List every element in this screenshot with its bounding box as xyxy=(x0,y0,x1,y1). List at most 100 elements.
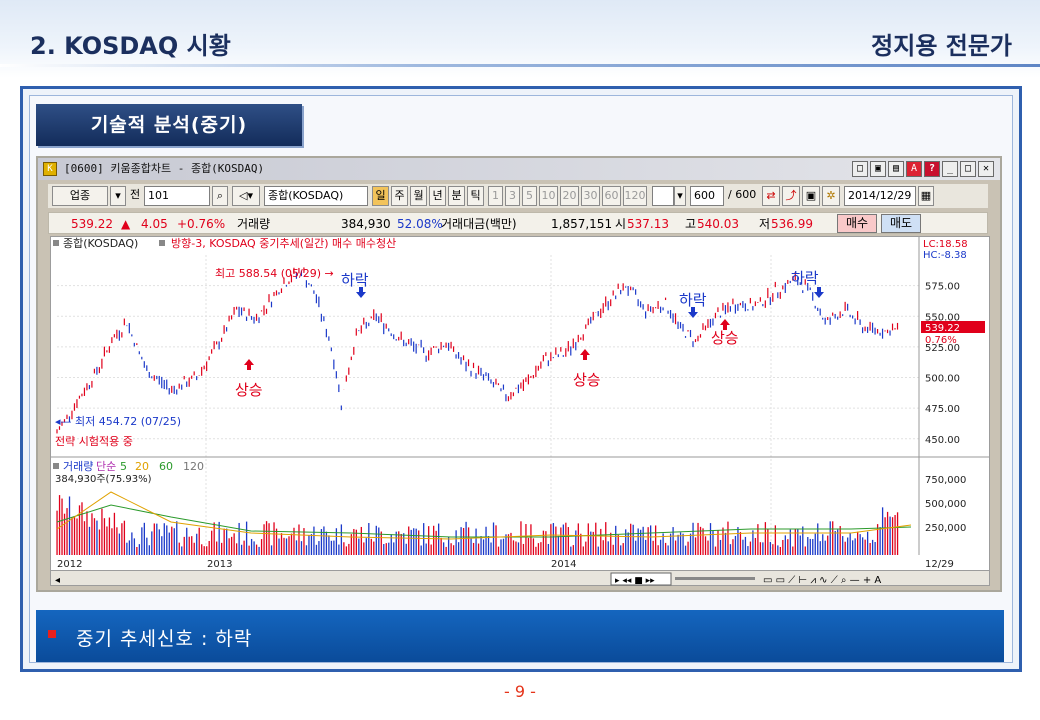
volume-bar xyxy=(739,532,742,555)
volume-bar xyxy=(719,539,722,555)
volume-bar xyxy=(555,526,557,555)
interval-input[interactable] xyxy=(652,186,674,206)
volume-bar xyxy=(502,538,505,555)
maximize-button[interactable]: □ xyxy=(960,161,976,177)
volume-legend-item: 5 xyxy=(120,460,127,473)
volume-bar xyxy=(799,535,801,555)
price-value: 539.22 xyxy=(71,217,113,231)
quote-bar: 539.22 ▲ 4.05 +0.76% 거래량 384,930 52.08% … xyxy=(48,212,988,234)
count-input[interactable]: 600 xyxy=(690,186,724,206)
volume-bar xyxy=(330,540,333,555)
buy-button[interactable]: 매수 xyxy=(837,214,877,233)
volume-bar xyxy=(480,536,482,555)
volume-bar xyxy=(265,521,268,555)
dropdown-icon[interactable]: ▾ xyxy=(110,186,126,206)
volume-bar xyxy=(136,546,138,555)
play-icon[interactable]: ▸ ◂◂ ■ ▸▸ xyxy=(615,576,655,586)
industry-button[interactable]: 업종 xyxy=(52,186,108,206)
volume-bar xyxy=(415,528,417,555)
interval-10[interactable]: 10 xyxy=(539,186,558,206)
arrows-icon[interactable]: ⇄ xyxy=(762,186,780,206)
volume-bar xyxy=(572,545,574,555)
minimize-button[interactable]: _ xyxy=(942,161,958,177)
volume-bar xyxy=(186,527,188,555)
volume-bar xyxy=(889,516,891,555)
search-icon[interactable]: ⌕ xyxy=(212,186,228,206)
code-input[interactable]: 101 xyxy=(144,186,210,206)
volume-bar xyxy=(203,546,205,555)
period-month[interactable]: 월 xyxy=(410,186,427,206)
volume-bar xyxy=(507,534,510,555)
volume-bar xyxy=(515,541,517,555)
sell-button[interactable]: 매도 xyxy=(881,214,921,233)
slide-header: 2. KOSDAQ 시황 정지용 전문가 xyxy=(0,0,1040,78)
font-icon[interactable]: A xyxy=(906,161,922,177)
volume-label: 거래량 xyxy=(237,217,271,231)
period-day[interactable]: 일 xyxy=(372,186,389,206)
interval-30[interactable]: 30 xyxy=(581,186,600,206)
volume-bar xyxy=(171,526,173,555)
volume-bar xyxy=(258,546,260,555)
save-icon[interactable]: ▣ xyxy=(802,186,820,206)
volume-bar xyxy=(560,527,562,555)
interval-60[interactable]: 60 xyxy=(602,186,621,206)
date-field[interactable]: 2014/12/29 xyxy=(844,186,916,206)
interval-1[interactable]: 1 xyxy=(488,186,503,206)
volume-bar xyxy=(595,522,597,555)
period-year[interactable]: 년 xyxy=(429,186,446,206)
interval-120[interactable]: 120 xyxy=(623,186,647,206)
header-divider xyxy=(0,64,1040,67)
window-icon[interactable]: ▣ xyxy=(870,161,886,177)
chart-area[interactable]: 575.00 550.00 525.00 500.00 475.00 450.00 750,… xyxy=(50,236,990,584)
volume-bar xyxy=(729,544,732,555)
amount-label: 거래대금(백만) xyxy=(441,217,517,231)
volume-bar xyxy=(657,545,659,555)
volume-bar xyxy=(891,517,894,555)
volume-bar xyxy=(93,518,96,555)
gear-icon[interactable]: ✲ xyxy=(822,186,840,206)
volume-bar xyxy=(645,539,647,555)
volume-bar xyxy=(450,543,452,555)
drawing-tools-icon[interactable]: ▭ ▭ ⟋ ⊢ ⩘ ∿ ⟋ ⌕ — + A xyxy=(763,575,881,586)
volume-tick-label: 750,000 xyxy=(925,475,966,486)
period-week[interactable]: 주 xyxy=(391,186,408,206)
volume-bar xyxy=(248,545,250,555)
zoom-slider[interactable] xyxy=(675,577,755,580)
close-button[interactable]: ✕ xyxy=(978,161,994,177)
volume-bar xyxy=(370,538,372,555)
volume-bar xyxy=(852,540,854,555)
pct-tag-label: 0.76% xyxy=(925,335,957,346)
price-chart[interactable]: 575.00 550.00 525.00 500.00 475.00 450.00 750,… xyxy=(51,237,989,571)
speaker-icon[interactable]: ◁▾ xyxy=(232,186,260,206)
trend-icon[interactable]: ⤴ xyxy=(782,186,800,206)
interval-5[interactable]: 5 xyxy=(522,186,537,206)
chart-scrollbar[interactable]: ◂ ▸ ◂◂ ■ ▸▸ ▭ ▭ ⟋ ⊢ ⩘ ∿ ⟋ ⌕ — + A xyxy=(50,570,990,586)
layout-icon[interactable]: □ xyxy=(852,161,868,177)
volume-bar xyxy=(879,527,881,555)
volume-bar xyxy=(597,546,599,555)
volume-bar xyxy=(442,542,445,555)
count-total: / 600 xyxy=(728,188,757,201)
volume-bar xyxy=(744,536,747,555)
volume-bar xyxy=(475,528,477,555)
volume-bar xyxy=(290,533,293,555)
period-tick[interactable]: 틱 xyxy=(467,186,484,206)
volume-bar xyxy=(859,534,861,555)
up-arrow-icon xyxy=(247,365,251,370)
chevron-down-icon[interactable]: ▾ xyxy=(674,186,686,206)
volume-bar xyxy=(490,542,492,555)
volume-bar xyxy=(804,546,806,555)
interval-20[interactable]: 20 xyxy=(560,186,579,206)
volume-bar xyxy=(445,546,447,555)
help-icon[interactable]: ? xyxy=(924,161,940,177)
scroll-left-icon[interactable]: ◂ xyxy=(55,575,60,586)
calendar-icon[interactable]: ▦ xyxy=(918,186,934,206)
volume-ma-line xyxy=(56,504,912,538)
print-icon[interactable]: ▤ xyxy=(888,161,904,177)
volume-bar xyxy=(413,528,415,555)
volume-bar xyxy=(677,534,679,555)
period-minute[interactable]: 분 xyxy=(448,186,465,206)
volume-legend-item: 60 xyxy=(159,460,173,473)
playback-controls[interactable] xyxy=(610,572,672,586)
interval-3[interactable]: 3 xyxy=(505,186,520,206)
